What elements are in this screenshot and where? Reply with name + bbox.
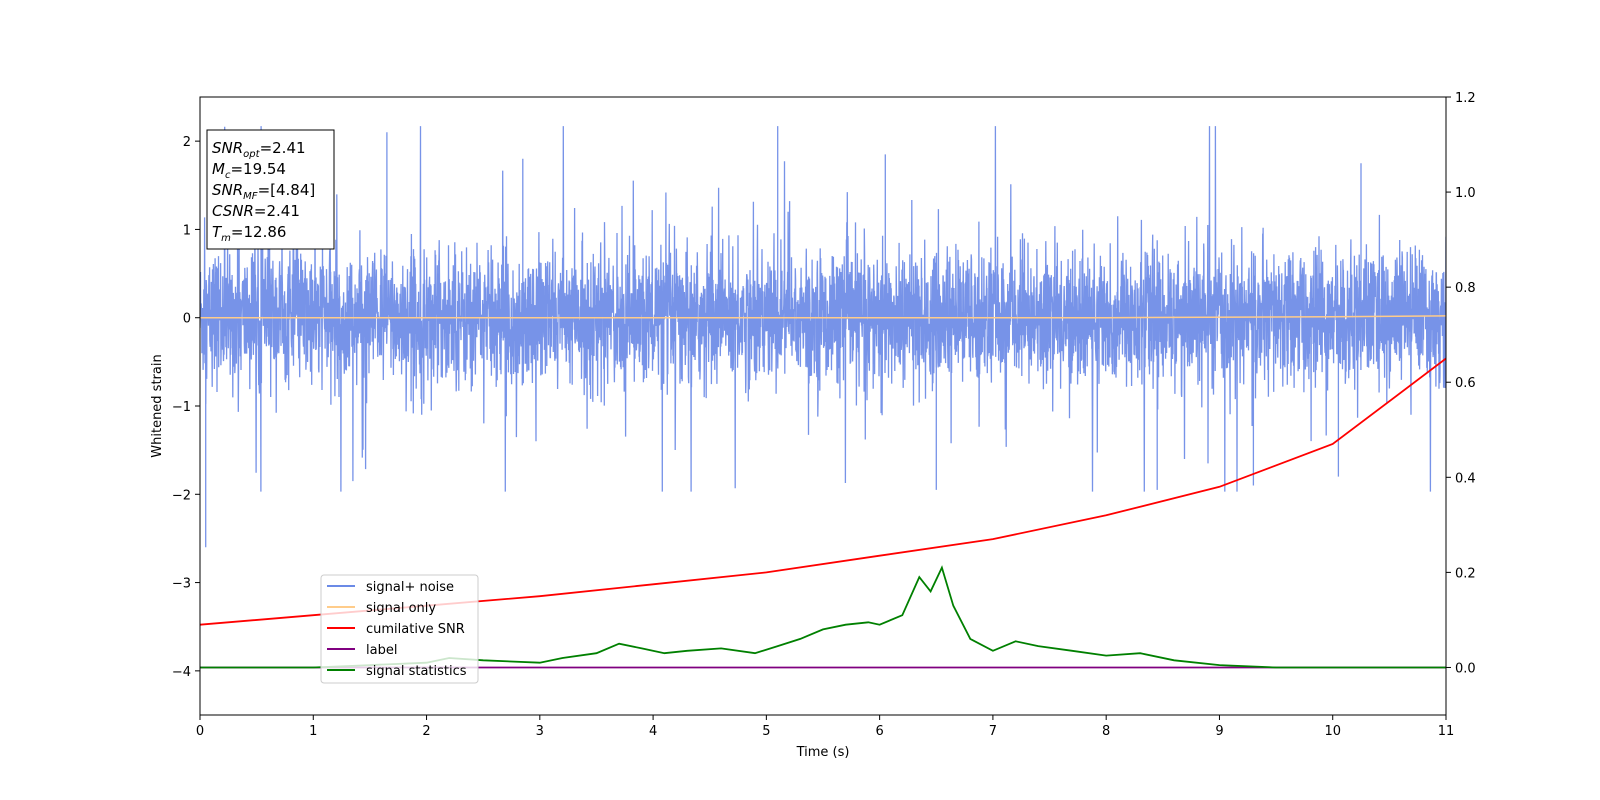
y2-tick-label: 1.0 — [1455, 186, 1476, 201]
info-line: Mc=19.54 — [212, 160, 286, 181]
signal-noise-series — [200, 126, 1446, 548]
info-line: SNRopt=2.41 — [212, 139, 306, 160]
y2-tick-label: 0.6 — [1455, 376, 1476, 391]
x-tick-label: 5 — [762, 724, 770, 739]
x-tick-label: 4 — [649, 724, 657, 739]
y-tick-label: 2 — [183, 135, 191, 150]
y-tick-label: 0 — [183, 312, 191, 327]
y-tick-label: −4 — [172, 665, 191, 680]
info-line: Tm=12.86 — [212, 223, 286, 244]
y-axis-ticks: 2 1 0 −1 −2 −3 −4 — [172, 135, 200, 680]
y-tick-label: −3 — [172, 577, 191, 592]
y-tick-label: −2 — [172, 488, 191, 503]
x-tick-label: 6 — [875, 724, 883, 739]
info-line: CSNR=2.41 — [212, 202, 300, 220]
signal-statistics-line — [200, 565, 1446, 669]
y2-tick-label: 0.8 — [1455, 281, 1476, 296]
info-line: SNRMF=[4.84] — [212, 181, 315, 202]
y2-tick-label: 1.2 — [1455, 91, 1476, 106]
legend-label: signal+ noise — [366, 580, 454, 595]
y2-axis-ticks: 0.0 0.2 0.4 0.6 0.8 1.0 1.2 — [1446, 91, 1476, 676]
y2-tick-label: 0.0 — [1455, 661, 1476, 676]
y-axis-label: Whitened strain — [150, 354, 165, 457]
y-tick-label: −1 — [172, 400, 191, 415]
x-tick-label: 3 — [536, 724, 544, 739]
legend-label: signal only — [366, 601, 436, 616]
legend-label: label — [366, 643, 397, 658]
legend: signal+ noise signal only cumilative SNR la… — [320, 574, 479, 684]
legend-frame — [320, 574, 479, 684]
x-tick-label: 8 — [1102, 724, 1110, 739]
signal-only-line — [200, 315, 1446, 319]
y2-tick-label: 0.2 — [1455, 566, 1476, 581]
info-box: SNRopt=2.41Mc=19.54SNRMF=[4.84]CSNR=2.41… — [206, 129, 335, 250]
x-axis-label: Time (s) — [796, 745, 850, 760]
x-tick-label: 11 — [1438, 724, 1455, 739]
x-tick-label: 10 — [1324, 724, 1341, 739]
y2-tick-label: 0.4 — [1455, 471, 1476, 486]
x-axis-ticks: 0 1 2 3 4 5 6 7 8 9 10 11 — [196, 715, 1454, 739]
x-tick-label: 0 — [196, 724, 204, 739]
x-tick-label: 2 — [422, 724, 430, 739]
legend-label: cumilative SNR — [366, 622, 465, 637]
x-tick-label: 7 — [989, 724, 997, 739]
y-tick-label: 1 — [183, 223, 191, 238]
x-tick-label: 9 — [1215, 724, 1223, 739]
signal-noise-line — [200, 126, 1446, 548]
x-tick-label: 1 — [309, 724, 317, 739]
info-box-frame — [206, 129, 335, 250]
legend-label: signal statistics — [366, 664, 467, 679]
